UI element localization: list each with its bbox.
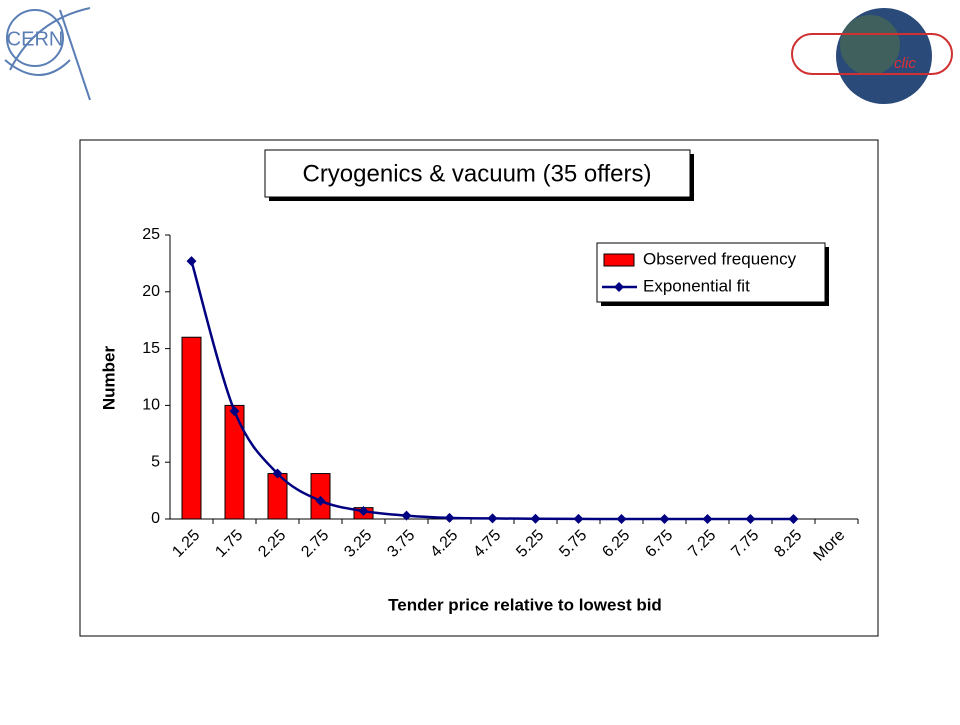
- y-tick-label: 10: [142, 397, 160, 414]
- fit-marker: [702, 514, 713, 524]
- bar: [181, 336, 202, 520]
- fit-marker: [401, 510, 412, 521]
- fit-line: [190, 260, 794, 521]
- x-axis-label: Tender price relative to lowest bid: [388, 595, 662, 614]
- fit-marker: [659, 514, 670, 524]
- y-axis-label: Number: [99, 346, 118, 411]
- fit-marker: [745, 514, 756, 524]
- legend-marker: [614, 282, 624, 292]
- cern-text: CERN: [7, 28, 64, 50]
- y-tick-label: 5: [151, 453, 160, 470]
- chart-frame: [79, 139, 879, 637]
- y-tick-label: 25: [142, 226, 160, 243]
- legend-box: [596, 242, 826, 303]
- y-tick-label: 20: [142, 283, 160, 300]
- legend-swatch: [603, 253, 635, 267]
- fit-marker: [272, 468, 283, 479]
- y-tick-label: 0: [151, 510, 160, 527]
- title-box: [264, 149, 691, 198]
- legend-label: Exponential fit: [643, 276, 750, 295]
- fit-marker: [186, 256, 197, 267]
- fit-marker: [530, 513, 541, 524]
- fit-marker: [616, 514, 627, 524]
- cern-logo: CERN: [4, 7, 91, 101]
- legend-label: Observed frequency: [643, 249, 797, 268]
- clic-logo: clic: [791, 8, 953, 104]
- fit-marker: [229, 406, 240, 417]
- fit-marker: [788, 514, 799, 524]
- fit-marker: [444, 512, 455, 523]
- clic-text: clic: [894, 55, 916, 72]
- y-tick-label: 15: [142, 340, 160, 357]
- fit-marker: [487, 513, 498, 524]
- fit-marker: [358, 506, 369, 517]
- bar: [224, 404, 245, 520]
- chart-title: Cryogenics & vacuum (35 offers): [302, 160, 651, 187]
- fit-marker: [315, 495, 326, 506]
- fit-marker: [573, 513, 584, 524]
